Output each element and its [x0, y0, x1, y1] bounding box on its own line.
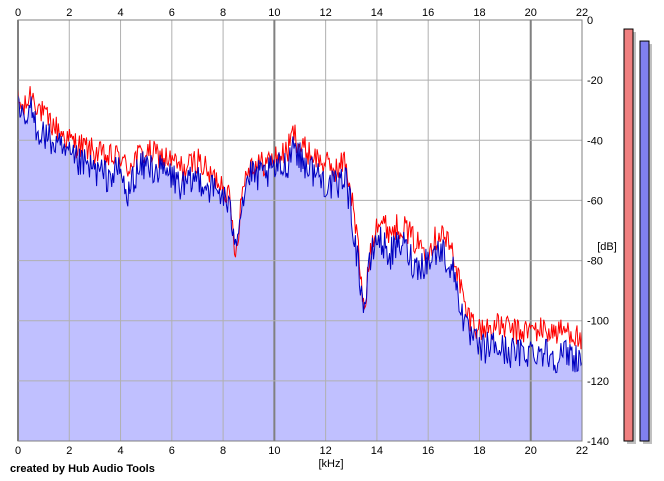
x-tick-label-bottom: 16: [422, 445, 434, 457]
x-tick-label-bottom: 2: [66, 445, 72, 457]
x-tick-label-top: 4: [117, 7, 123, 19]
spectrum-fill-area: [18, 95, 582, 441]
x-tick-labels-top: 0 2 4 6 8 10 12 14 16 18 20 22: [15, 7, 588, 19]
x-tick-label-bottom: 10: [268, 445, 280, 457]
x-tick-labels-bottom: 0 2 4 6 8 10 12 14 16 18 20 22: [15, 445, 588, 457]
x-tick-label-top: 14: [371, 7, 383, 19]
x-tick-label-top: 12: [320, 7, 332, 19]
x-axis-label: [kHz]: [318, 458, 343, 470]
y-tick-labels: 0 -20 -40 -60 -80 -100 -120 -140: [587, 15, 609, 448]
footer-credit: created by Hub Audio Tools: [10, 463, 155, 475]
spectrum-fill-layer: [18, 95, 582, 441]
y-tick-label: -140: [587, 436, 609, 448]
y-tick-label: 0: [587, 15, 593, 27]
x-tick-label-top: 2: [66, 7, 72, 19]
x-tick-label-top: 8: [220, 7, 226, 19]
y-tick-label: -60: [587, 195, 603, 207]
x-tick-label-bottom: 4: [117, 445, 123, 457]
x-tick-label-top: 10: [268, 7, 280, 19]
x-tick-label-top: 6: [169, 7, 175, 19]
x-tick-label-top: 16: [422, 7, 434, 19]
y-tick-label: -80: [587, 256, 603, 268]
y-tick-label: -40: [587, 135, 603, 147]
x-tick-label-bottom: 6: [169, 445, 175, 457]
x-tick-label-bottom: 22: [576, 445, 588, 457]
level-meters: [623, 28, 652, 445]
level-meter-right: [639, 40, 650, 442]
x-tick-label-top: 20: [525, 7, 537, 19]
x-tick-label-bottom: 20: [525, 445, 537, 457]
level-meter-left: [623, 28, 634, 442]
y-tick-label: -120: [587, 376, 609, 388]
series-layer: [17, 86, 583, 374]
x-tick-label-bottom: 0: [15, 445, 21, 457]
x-tick-label-top: 18: [473, 7, 485, 19]
y-axis-label: [dB]: [597, 241, 617, 253]
x-tick-label-bottom: 12: [320, 445, 332, 457]
plot-frame: [17, 19, 583, 442]
x-tick-label-bottom: 18: [473, 445, 485, 457]
x-tick-label-bottom: 14: [371, 445, 383, 457]
y-tick-label: -20: [587, 75, 603, 87]
x-tick-label-top: 0: [15, 7, 21, 19]
x-tick-label-top: 22: [576, 7, 588, 19]
y-tick-label: -100: [587, 316, 609, 328]
x-tick-label-bottom: 8: [220, 445, 226, 457]
series-line-right-channel: [17, 94, 583, 374]
